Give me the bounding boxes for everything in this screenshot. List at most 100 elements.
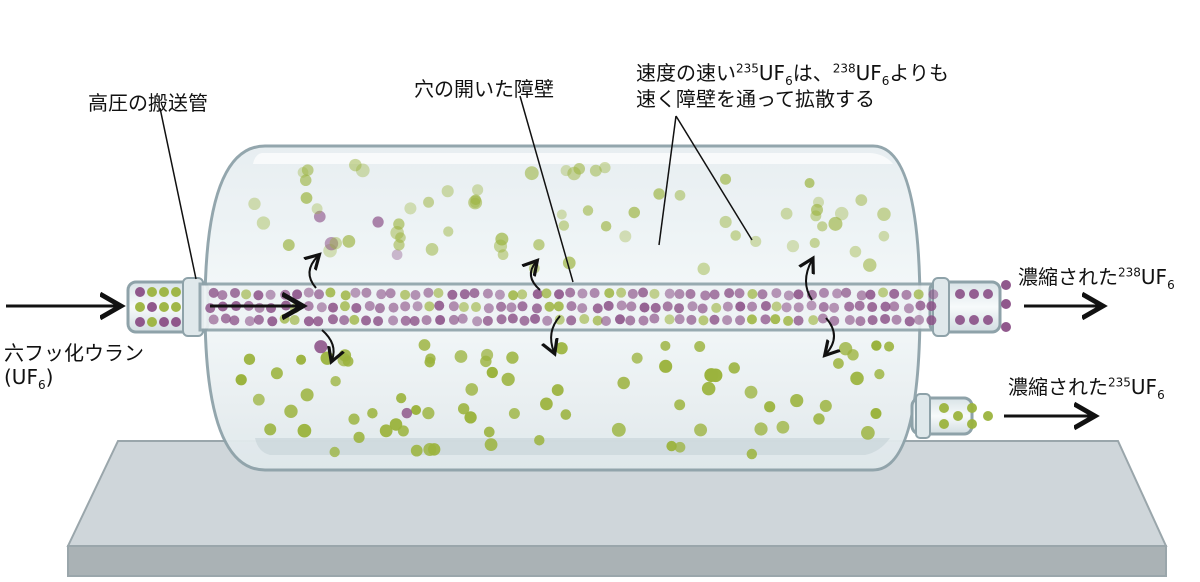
molecule-barrier <box>303 287 314 298</box>
label-out238-a: 濃縮された <box>1018 265 1118 289</box>
molecule-barrier <box>554 314 565 325</box>
molecule-lower <box>631 352 643 364</box>
molecule-barrier <box>532 289 543 300</box>
molecule-barrier <box>829 302 840 313</box>
molecule-barrier <box>867 315 878 326</box>
molecule-lower <box>728 362 740 374</box>
molecule-barrier <box>292 289 303 300</box>
molecule-lower <box>300 388 314 402</box>
molecule-barrier <box>865 289 876 300</box>
label-out235-a: 濃縮された <box>1008 375 1108 399</box>
molecule-barrier <box>793 289 804 300</box>
molecule-lower <box>379 424 393 438</box>
molecule-barrier <box>517 289 528 300</box>
molecule-upper <box>472 184 484 196</box>
label-fast-text-a: 速度の速い <box>636 61 736 85</box>
molecule-upper <box>248 197 261 211</box>
molecule-upper <box>404 202 417 215</box>
molecule-upper <box>811 203 824 216</box>
molecule-barrier <box>793 315 804 326</box>
molecule-lower <box>764 401 776 413</box>
molecule-lower <box>330 375 341 387</box>
molecule-barrier <box>483 303 494 314</box>
molecule-barrier <box>626 301 637 312</box>
molecule-barrier <box>625 315 636 326</box>
molecule-upper <box>855 194 868 206</box>
molecule-out238 <box>955 289 965 299</box>
label-fast-diffusion-line2: 速く障壁を通って拡散する <box>636 87 875 111</box>
molecule-upper <box>342 234 356 248</box>
molecule-lower <box>870 407 882 419</box>
molecule-lower <box>694 423 708 437</box>
molecule-barrier <box>601 316 612 327</box>
molecule-barrier <box>662 301 673 312</box>
molecule-upper <box>391 249 403 261</box>
molecule-lower <box>401 407 413 419</box>
molecule-barrier <box>928 289 939 300</box>
molecule-barrier <box>650 302 661 313</box>
molecule-upper <box>573 163 586 175</box>
molecule-barrier <box>674 289 685 300</box>
molecule-lower <box>243 353 256 365</box>
molecule-barrier <box>577 303 588 314</box>
molecule-barrier <box>289 315 300 326</box>
molecule-lower <box>480 355 492 368</box>
molecule-barrier <box>638 287 649 298</box>
molecule-lower <box>464 411 477 424</box>
molecule-lower <box>367 407 378 419</box>
molecule-lower <box>389 418 403 431</box>
molecule-upper <box>372 216 384 228</box>
molecule-barrier <box>325 287 336 298</box>
molecule-barrier <box>400 289 411 300</box>
molecule-barrier <box>760 314 771 325</box>
molecule-lower <box>396 392 407 404</box>
molecule-barrier <box>376 289 387 300</box>
molecule-upper <box>697 262 710 276</box>
molecule-lower <box>871 340 882 351</box>
molecule-upper <box>628 206 641 219</box>
molecule-upper <box>719 173 732 185</box>
molecule-barrier <box>254 302 265 313</box>
molecule-upper <box>393 239 405 251</box>
molecule-upper <box>329 237 342 250</box>
molecule-lower <box>235 374 247 386</box>
molecule-barrier <box>818 287 829 298</box>
label-fast-text-d: UF <box>855 61 882 85</box>
label-fast-text-e: よりも <box>889 61 950 85</box>
molecule-barrier <box>482 288 493 299</box>
molecule-barrier <box>698 315 709 326</box>
molecule-lower <box>284 404 298 419</box>
molecule-barrier <box>891 314 902 325</box>
label-fast-text-b: UF <box>758 61 786 85</box>
molecule-barrier <box>435 315 446 326</box>
molecule-lower <box>833 358 844 369</box>
molecule-upper <box>809 237 820 249</box>
molecule-barrier <box>469 288 480 299</box>
molecule-barrier <box>542 315 553 326</box>
molecule-barrier <box>577 288 588 299</box>
molecule-lower <box>422 407 435 420</box>
molecule-lower <box>617 376 630 390</box>
molecule-lower <box>884 341 895 352</box>
molecule-barrier <box>901 289 912 300</box>
molecule-barrier <box>854 300 865 311</box>
molecule-barrier <box>373 316 384 327</box>
diffuse-up-arrow <box>309 256 318 289</box>
molecule-feed <box>135 317 145 327</box>
molecule-barrier <box>638 315 649 326</box>
diffuse-down-arrow <box>551 315 561 352</box>
molecule-barrier <box>770 314 781 325</box>
molecule-lower <box>861 425 875 440</box>
molecule-barrier <box>253 290 264 301</box>
molecule-barrier <box>808 315 819 326</box>
molecule-lower <box>418 339 431 351</box>
molecule-barrier <box>565 287 576 298</box>
molecule-feed <box>147 287 157 297</box>
molecule-lower <box>776 420 790 434</box>
molecule-out238 <box>983 289 993 299</box>
molecule-barrier <box>855 316 866 327</box>
molecule-upper <box>863 258 877 272</box>
molecule-barrier <box>878 287 889 298</box>
molecule-lower <box>819 399 832 412</box>
molecule-out238 <box>969 289 979 299</box>
